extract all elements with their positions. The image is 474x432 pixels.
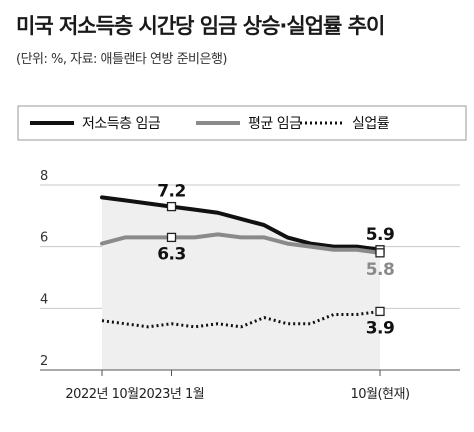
- shaded-area: [102, 197, 380, 370]
- data-marker: [166, 201, 177, 212]
- data-marker: [166, 232, 177, 243]
- data-label: 7.2: [157, 182, 186, 202]
- x-tick-label: 10월(현재): [350, 387, 409, 402]
- data-label: 3.9: [366, 318, 395, 338]
- legend-label: 실업률: [352, 116, 390, 132]
- data-label: 5.8: [366, 260, 395, 280]
- y-tick-label: 8: [40, 169, 48, 184]
- legend-box: [17, 105, 467, 141]
- data-labels: 7.2 5.9 6.3 5.8 3.9: [157, 182, 395, 339]
- series-line-0: [100, 195, 382, 252]
- x-tick-label: 2022년 10월: [65, 387, 138, 402]
- data-marker: [375, 306, 385, 317]
- x-axis: 2022년 10월 2023년 1월 10월(현재): [40, 369, 460, 402]
- data-marker: [375, 248, 385, 258]
- series-line-1: [100, 232, 382, 255]
- data-label: 6.3: [157, 244, 186, 264]
- y-tick-label: 6: [40, 231, 48, 246]
- chart-title: 미국 저소득층 시간당 임금 상승·실업률 추이: [16, 14, 385, 38]
- y-tick-label: 2: [40, 354, 48, 369]
- series-lines: [100, 195, 382, 329]
- legend-label: 평균 임금: [248, 116, 302, 132]
- x-tick-label: 2023년 1월: [139, 387, 204, 402]
- legend: 저소득층 임금 평균 임금 실업률: [30, 116, 390, 132]
- legend-label: 저소득층 임금: [82, 116, 161, 132]
- series-line-2: [101, 309, 381, 329]
- chart-subtitle: (단위: %, 자료: 애틀랜타 연방 준비은행): [16, 52, 228, 67]
- shaded-band: [102, 197, 380, 370]
- y-tick-label: 4: [40, 292, 48, 307]
- data-label: 5.9: [366, 225, 395, 245]
